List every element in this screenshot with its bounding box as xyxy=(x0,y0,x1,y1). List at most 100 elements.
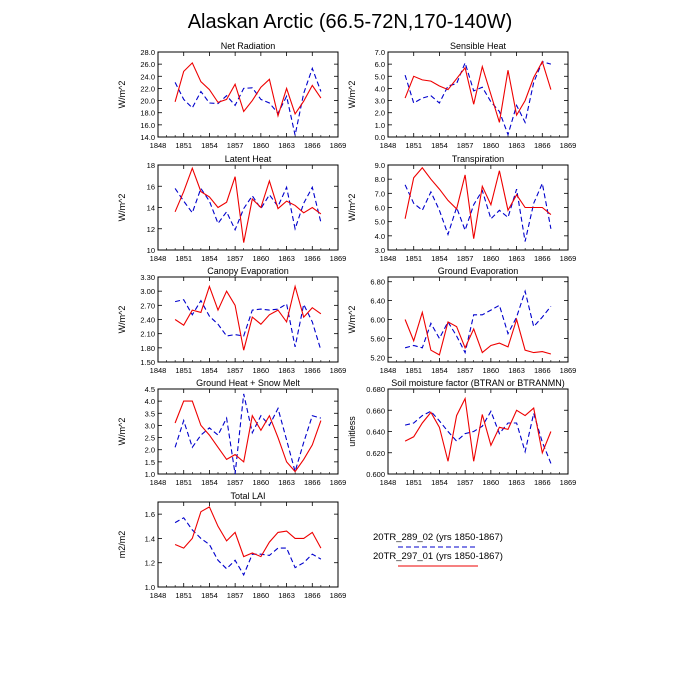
y-tick-label: 1.6 xyxy=(145,510,155,519)
panels-group: Net Radiation W/m^2 1848 1851 1854 1857 1860 18… xyxy=(117,41,576,600)
x-tick-label: 1857 xyxy=(457,478,474,487)
panel-title: Soil moisture factor (BTRAN or BTRANMN) xyxy=(391,378,565,388)
x-tick-label: 1869 xyxy=(330,254,347,263)
plot-frame xyxy=(157,51,339,138)
y-tick-label: 14 xyxy=(147,204,155,213)
y-axis-label: W/m^2 xyxy=(117,418,127,446)
series-line-1 xyxy=(174,66,322,136)
x-tick-label: 1854 xyxy=(201,366,218,375)
y-tick-label: 7.0 xyxy=(375,189,385,198)
y-tick-label: 20.0 xyxy=(140,97,155,106)
series-line-1 xyxy=(404,61,552,137)
x-tick-label: 1860 xyxy=(483,366,500,375)
y-tick-label: 10 xyxy=(147,246,155,255)
y-tick-label: 6.40 xyxy=(370,297,385,306)
x-tick-label: 1854 xyxy=(431,366,448,375)
y-axis-label: W/m^2 xyxy=(347,81,357,109)
y-tick-label: 2.40 xyxy=(140,316,155,325)
y-tick-label: 0.620 xyxy=(366,449,385,458)
x-tick-label: 1863 xyxy=(278,366,295,375)
y-tick-label: 5.20 xyxy=(370,353,385,362)
y-tick-label: 5.0 xyxy=(375,218,385,227)
x-tick-label: 1863 xyxy=(508,366,525,375)
x-tick-label: 1866 xyxy=(534,478,551,487)
panel-title: Total LAI xyxy=(230,491,265,501)
y-tick-label: 16 xyxy=(147,182,155,191)
y-axis-label: m2/m2 xyxy=(117,531,127,559)
series-line-1 xyxy=(174,299,322,351)
series-line-1 xyxy=(174,185,322,232)
y-tick-label: 0.660 xyxy=(366,406,385,415)
y-tick-label: 1.5 xyxy=(145,458,155,467)
x-tick-label: 1848 xyxy=(380,366,397,375)
x-tick-label: 1869 xyxy=(330,141,347,150)
panel-9: Total LAI m2/m2 1848 1851 1854 1857 1860 1863 18… xyxy=(117,491,346,600)
legend-label-1: 20TR_289_02 (yrs 1850-1867) xyxy=(373,532,503,543)
x-tick-label: 1860 xyxy=(253,478,270,487)
y-tick-label: 0.640 xyxy=(366,428,385,437)
y-tick-label: 6.0 xyxy=(375,60,385,69)
y-tick-label: 22.0 xyxy=(140,84,155,93)
x-tick-label: 1857 xyxy=(457,141,474,150)
y-tick-label: 6.0 xyxy=(375,204,385,213)
x-tick-label: 1863 xyxy=(508,478,525,487)
y-tick-label: 4.0 xyxy=(145,397,155,406)
y-tick-label: 18.0 xyxy=(140,109,155,118)
y-tick-label: 0.0 xyxy=(375,133,385,142)
y-tick-label: 2.0 xyxy=(145,446,155,455)
panel-3: Latent Heat W/m^2 1848 1851 1854 1857 1860 1863… xyxy=(117,154,346,263)
plot-frame xyxy=(157,164,339,251)
legend: 20TR_289_02 (yrs 1850-1867) 20TR_297_01 (… xyxy=(373,532,503,567)
y-tick-label: 5.60 xyxy=(370,334,385,343)
y-tick-label: 4.0 xyxy=(375,84,385,93)
y-tick-label: 2.70 xyxy=(140,301,155,310)
series-line-2 xyxy=(174,284,322,351)
x-tick-label: 1851 xyxy=(175,591,192,600)
x-tick-label: 1863 xyxy=(508,141,525,150)
series-line-2 xyxy=(174,400,322,473)
x-tick-label: 1866 xyxy=(304,478,321,487)
y-axis-label: W/m^2 xyxy=(117,194,127,222)
series-line-2 xyxy=(174,506,322,558)
x-tick-label: 1854 xyxy=(431,254,448,263)
x-tick-label: 1857 xyxy=(227,591,244,600)
y-axis-label: W/m^2 xyxy=(347,194,357,222)
x-tick-label: 1869 xyxy=(330,591,347,600)
plot-frame xyxy=(387,276,569,363)
panel-6: Ground Evaporation W/m^2 1848 1851 1854 1857 1… xyxy=(347,266,576,375)
y-axis-label: W/m^2 xyxy=(117,81,127,109)
x-tick-label: 1851 xyxy=(405,141,422,150)
y-tick-label: 0.680 xyxy=(366,385,385,394)
y-tick-label: 6.00 xyxy=(370,316,385,325)
y-tick-label: 28.0 xyxy=(140,48,155,57)
x-tick-label: 1848 xyxy=(150,478,167,487)
x-tick-label: 1848 xyxy=(380,478,397,487)
y-tick-label: 26.0 xyxy=(140,60,155,69)
x-tick-label: 1860 xyxy=(253,591,270,600)
x-tick-label: 1851 xyxy=(405,366,422,375)
x-tick-label: 1863 xyxy=(278,254,295,263)
y-tick-label: 3.30 xyxy=(140,273,155,282)
x-tick-label: 1857 xyxy=(457,254,474,263)
x-tick-label: 1851 xyxy=(175,254,192,263)
panel-title: Canopy Evaporation xyxy=(207,266,289,276)
y-tick-label: 7.0 xyxy=(375,48,385,57)
y-tick-label: 3.5 xyxy=(145,409,155,418)
panel-4: Transpiration W/m^2 1848 1851 1854 1857 1860 18… xyxy=(347,154,576,263)
series-line-2 xyxy=(404,166,552,239)
panel-8: Soil moisture factor (BTRAN or BTRANMN) u… xyxy=(347,378,576,487)
x-tick-label: 1851 xyxy=(175,478,192,487)
panel-7: Ground Heat + Snow Melt W/m^2 1848 1851 1854… xyxy=(117,378,346,487)
x-tick-label: 1869 xyxy=(560,254,577,263)
x-tick-label: 1854 xyxy=(201,254,218,263)
plot-frame xyxy=(387,388,569,475)
y-tick-label: 2.0 xyxy=(375,109,385,118)
plot-frame xyxy=(157,276,339,363)
x-tick-label: 1860 xyxy=(253,141,270,150)
x-tick-label: 1866 xyxy=(534,366,551,375)
panel-2: Sensible Heat W/m^2 1848 1851 1854 1857 1860 18… xyxy=(347,41,576,150)
x-tick-label: 1857 xyxy=(227,478,244,487)
y-tick-label: 1.4 xyxy=(145,534,155,543)
y-tick-label: 3.00 xyxy=(140,287,155,296)
